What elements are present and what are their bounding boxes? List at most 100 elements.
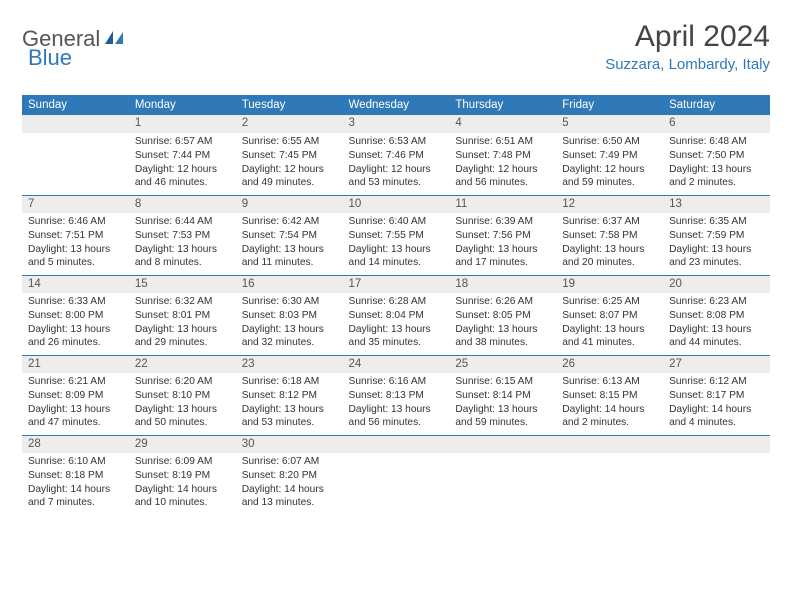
day-detail-cell: Sunrise: 6:16 AMSunset: 8:13 PMDaylight:… xyxy=(343,373,450,435)
sunset-text: Sunset: 7:58 PM xyxy=(562,229,657,243)
daylight-text: Daylight: 13 hours and 38 minutes. xyxy=(455,323,550,351)
day-detail-row: Sunrise: 6:33 AMSunset: 8:00 PMDaylight:… xyxy=(22,293,770,355)
sunset-text: Sunset: 8:09 PM xyxy=(28,389,123,403)
sunset-text: Sunset: 8:15 PM xyxy=(562,389,657,403)
day-detail-cell: Sunrise: 6:10 AMSunset: 8:18 PMDaylight:… xyxy=(22,453,129,515)
sunrise-text: Sunrise: 6:30 AM xyxy=(242,295,337,309)
day-detail-cell: Sunrise: 6:46 AMSunset: 7:51 PMDaylight:… xyxy=(22,213,129,275)
sunset-text: Sunset: 7:44 PM xyxy=(135,149,230,163)
day-number-cell: 11 xyxy=(449,195,556,213)
day-detail-row: Sunrise: 6:46 AMSunset: 7:51 PMDaylight:… xyxy=(22,213,770,275)
day-detail-cell: Sunrise: 6:44 AMSunset: 7:53 PMDaylight:… xyxy=(129,213,236,275)
daylight-text: Daylight: 12 hours and 49 minutes. xyxy=(242,163,337,191)
sunrise-text: Sunrise: 6:44 AM xyxy=(135,215,230,229)
day-detail-cell: Sunrise: 6:37 AMSunset: 7:58 PMDaylight:… xyxy=(556,213,663,275)
daylight-text: Daylight: 13 hours and 47 minutes. xyxy=(28,403,123,431)
day-detail-cell: Sunrise: 6:39 AMSunset: 7:56 PMDaylight:… xyxy=(449,213,556,275)
day-detail-cell: Sunrise: 6:13 AMSunset: 8:15 PMDaylight:… xyxy=(556,373,663,435)
sunrise-text: Sunrise: 6:25 AM xyxy=(562,295,657,309)
daylight-text: Daylight: 14 hours and 4 minutes. xyxy=(669,403,764,431)
day-detail-cell: Sunrise: 6:26 AMSunset: 8:05 PMDaylight:… xyxy=(449,293,556,355)
sunset-text: Sunset: 8:10 PM xyxy=(135,389,230,403)
day-number-cell: 5 xyxy=(556,115,663,133)
day-detail-cell: Sunrise: 6:25 AMSunset: 8:07 PMDaylight:… xyxy=(556,293,663,355)
title-block: April 2024 Suzzara, Lombardy, Italy xyxy=(605,20,770,73)
weekday-header: Monday xyxy=(129,95,236,115)
day-detail-cell: Sunrise: 6:42 AMSunset: 7:54 PMDaylight:… xyxy=(236,213,343,275)
weekday-header: Tuesday xyxy=(236,95,343,115)
sunrise-text: Sunrise: 6:53 AM xyxy=(349,135,444,149)
sunrise-text: Sunrise: 6:37 AM xyxy=(562,215,657,229)
day-number-cell: 6 xyxy=(663,115,770,133)
sunset-text: Sunset: 8:00 PM xyxy=(28,309,123,323)
day-detail-cell: Sunrise: 6:07 AMSunset: 8:20 PMDaylight:… xyxy=(236,453,343,515)
day-number-cell xyxy=(556,435,663,453)
day-number-cell: 1 xyxy=(129,115,236,133)
daylight-text: Daylight: 14 hours and 10 minutes. xyxy=(135,483,230,511)
sunrise-text: Sunrise: 6:23 AM xyxy=(669,295,764,309)
day-detail-cell: Sunrise: 6:15 AMSunset: 8:14 PMDaylight:… xyxy=(449,373,556,435)
day-number-cell: 28 xyxy=(22,435,129,453)
day-number-cell: 13 xyxy=(663,195,770,213)
day-number-row: 123456 xyxy=(22,115,770,133)
day-number-cell xyxy=(449,435,556,453)
sunrise-text: Sunrise: 6:42 AM xyxy=(242,215,337,229)
sunset-text: Sunset: 8:13 PM xyxy=(349,389,444,403)
sunrise-text: Sunrise: 6:33 AM xyxy=(28,295,123,309)
sunset-text: Sunset: 7:50 PM xyxy=(669,149,764,163)
sunset-text: Sunset: 7:55 PM xyxy=(349,229,444,243)
daylight-text: Daylight: 12 hours and 46 minutes. xyxy=(135,163,230,191)
day-number-cell: 26 xyxy=(556,355,663,373)
daylight-text: Daylight: 13 hours and 59 minutes. xyxy=(455,403,550,431)
day-detail-cell: Sunrise: 6:48 AMSunset: 7:50 PMDaylight:… xyxy=(663,133,770,195)
day-number-cell: 9 xyxy=(236,195,343,213)
day-detail-cell: Sunrise: 6:53 AMSunset: 7:46 PMDaylight:… xyxy=(343,133,450,195)
sunrise-text: Sunrise: 6:13 AM xyxy=(562,375,657,389)
daylight-text: Daylight: 13 hours and 29 minutes. xyxy=(135,323,230,351)
sunset-text: Sunset: 7:59 PM xyxy=(669,229,764,243)
daylight-text: Daylight: 14 hours and 2 minutes. xyxy=(562,403,657,431)
sunset-text: Sunset: 8:04 PM xyxy=(349,309,444,323)
location: Suzzara, Lombardy, Italy xyxy=(605,56,770,73)
weekday-header: Saturday xyxy=(663,95,770,115)
day-detail-cell xyxy=(449,453,556,515)
sunset-text: Sunset: 8:03 PM xyxy=(242,309,337,323)
sunset-text: Sunset: 7:46 PM xyxy=(349,149,444,163)
day-number-cell: 3 xyxy=(343,115,450,133)
sunset-text: Sunset: 7:53 PM xyxy=(135,229,230,243)
day-number-cell: 27 xyxy=(663,355,770,373)
sunset-text: Sunset: 7:51 PM xyxy=(28,229,123,243)
day-number-cell xyxy=(343,435,450,453)
daylight-text: Daylight: 13 hours and 50 minutes. xyxy=(135,403,230,431)
day-detail-cell: Sunrise: 6:57 AMSunset: 7:44 PMDaylight:… xyxy=(129,133,236,195)
month-title: April 2024 xyxy=(605,20,770,54)
day-number-cell: 24 xyxy=(343,355,450,373)
day-number-cell: 22 xyxy=(129,355,236,373)
sunrise-text: Sunrise: 6:16 AM xyxy=(349,375,444,389)
daylight-text: Daylight: 13 hours and 35 minutes. xyxy=(349,323,444,351)
day-number-cell: 10 xyxy=(343,195,450,213)
sunset-text: Sunset: 8:08 PM xyxy=(669,309,764,323)
day-detail-row: Sunrise: 6:21 AMSunset: 8:09 PMDaylight:… xyxy=(22,373,770,435)
weekday-header: Wednesday xyxy=(343,95,450,115)
daylight-text: Daylight: 13 hours and 26 minutes. xyxy=(28,323,123,351)
day-detail-cell: Sunrise: 6:12 AMSunset: 8:17 PMDaylight:… xyxy=(663,373,770,435)
day-number-cell: 16 xyxy=(236,275,343,293)
daylight-text: Daylight: 13 hours and 5 minutes. xyxy=(28,243,123,271)
day-detail-cell: Sunrise: 6:50 AMSunset: 7:49 PMDaylight:… xyxy=(556,133,663,195)
calendar-table: Sunday Monday Tuesday Wednesday Thursday… xyxy=(22,95,770,515)
day-detail-cell: Sunrise: 6:51 AMSunset: 7:48 PMDaylight:… xyxy=(449,133,556,195)
sunset-text: Sunset: 8:20 PM xyxy=(242,469,337,483)
day-detail-cell: Sunrise: 6:28 AMSunset: 8:04 PMDaylight:… xyxy=(343,293,450,355)
daylight-text: Daylight: 13 hours and 23 minutes. xyxy=(669,243,764,271)
day-number-cell: 29 xyxy=(129,435,236,453)
sunset-text: Sunset: 7:56 PM xyxy=(455,229,550,243)
sunrise-text: Sunrise: 6:09 AM xyxy=(135,455,230,469)
sunrise-text: Sunrise: 6:15 AM xyxy=(455,375,550,389)
day-number-row: 78910111213 xyxy=(22,195,770,213)
sunset-text: Sunset: 8:17 PM xyxy=(669,389,764,403)
daylight-text: Daylight: 13 hours and 32 minutes. xyxy=(242,323,337,351)
day-detail-cell: Sunrise: 6:21 AMSunset: 8:09 PMDaylight:… xyxy=(22,373,129,435)
daylight-text: Daylight: 13 hours and 44 minutes. xyxy=(669,323,764,351)
day-detail-cell: Sunrise: 6:40 AMSunset: 7:55 PMDaylight:… xyxy=(343,213,450,275)
